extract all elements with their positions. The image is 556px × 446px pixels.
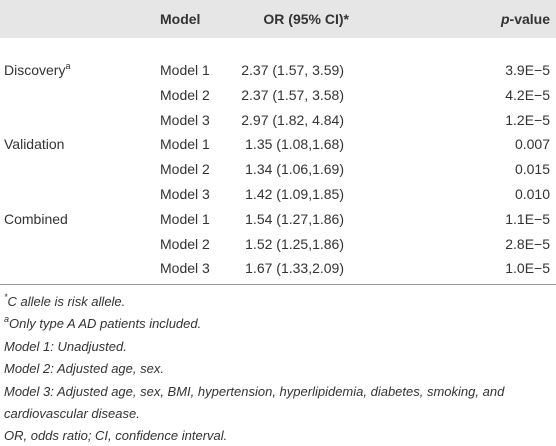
or-cell: 1.67 (1.33,2.09): [245, 260, 344, 277]
p-cell: 1.1E−5: [505, 210, 550, 227]
header-row: [0, 0, 556, 38]
p-cell: 4.2E−5: [505, 86, 550, 103]
p-cell: 1.0E−5: [505, 260, 550, 277]
header-p-text: -value: [509, 11, 550, 27]
p-cell: 0.010: [514, 186, 550, 202]
group-name: Discovery: [4, 62, 66, 78]
footnote-text: Model 1: Unadjusted.: [4, 338, 127, 354]
footnote-text: cardiovascular disease.: [4, 406, 140, 421]
p-cell: 3.9E−5: [505, 62, 550, 78]
or-cell: 2.37 (1.57, 3.59): [241, 62, 344, 78]
header-p: p-value: [400, 10, 550, 28]
model-cell: Model 1: [160, 62, 210, 78]
model-cell: Model 2: [160, 161, 210, 178]
footnote: aOnly type A AD patients included.: [4, 315, 201, 333]
footnote: Model 2: Adjusted age, sex.: [4, 360, 164, 378]
footnote: Model 3: Adjusted age, sex, BMI, hyperte…: [4, 383, 504, 401]
footnote-text: Only type A AD patients included.: [9, 316, 202, 332]
footnote: Model 1: Unadjusted.: [4, 338, 127, 356]
model-cell: Model 3: [160, 111, 210, 128]
group-label: Validation: [4, 135, 64, 153]
footnote-mark: a: [4, 314, 10, 325]
footnote-text: C allele is risk allele.: [7, 294, 126, 309]
or-cell: 1.34 (1.06,1.69): [245, 161, 344, 178]
model-cell: Model 2: [160, 235, 210, 252]
footnote-mark: *: [4, 292, 8, 302]
or-cell: 1.52 (1.25,1.86): [245, 235, 344, 252]
p-cell: 2.8E−5: [505, 235, 550, 252]
footnote: OR, odds ratio; CI, confidence interval.: [4, 427, 227, 445]
p-cell: 0.015: [514, 161, 550, 178]
model-cell: Model 3: [160, 260, 210, 277]
or-cell: 2.37 (1.57, 3.58): [241, 86, 344, 103]
footnote-text: OR, odds ratio; CI, confidence interval.: [4, 428, 228, 444]
table-bottom-rule: [0, 284, 556, 285]
header-p-italic: p: [500, 11, 510, 27]
header-or: OR (95% CI)*: [263, 11, 349, 27]
group-label: Discoverya: [4, 61, 70, 79]
header-model: Model: [160, 11, 201, 27]
or-cell: 1.35 (1.08,1.68): [245, 136, 344, 153]
model-cell: Model 2: [160, 86, 210, 103]
p-cell: 1.2E−5: [505, 111, 550, 128]
footnote-text: Model 2: Adjusted age, sex.: [4, 361, 164, 377]
p-cell: 0.007: [514, 136, 550, 153]
group-name: Validation: [4, 136, 65, 153]
or-cell: 1.42 (1.09,1.85): [245, 186, 344, 202]
model-cell: Model 1: [160, 136, 210, 153]
footnote-text: Model 3: Adjusted age, sex, BMI, hyperte…: [4, 383, 505, 399]
or-cell: 2.97 (1.82, 4.84): [241, 111, 344, 128]
model-cell: Model 1: [160, 210, 210, 227]
footnote: cardiovascular disease.: [4, 405, 140, 423]
group-name: Combined: [4, 210, 68, 227]
model-cell: Model 3: [160, 186, 210, 202]
footnote: *C allele is risk allele.: [4, 293, 125, 311]
or-cell: 1.54 (1.27,1.86): [245, 210, 344, 227]
group-sup: a: [65, 61, 71, 71]
group-label: Combined: [4, 210, 68, 228]
